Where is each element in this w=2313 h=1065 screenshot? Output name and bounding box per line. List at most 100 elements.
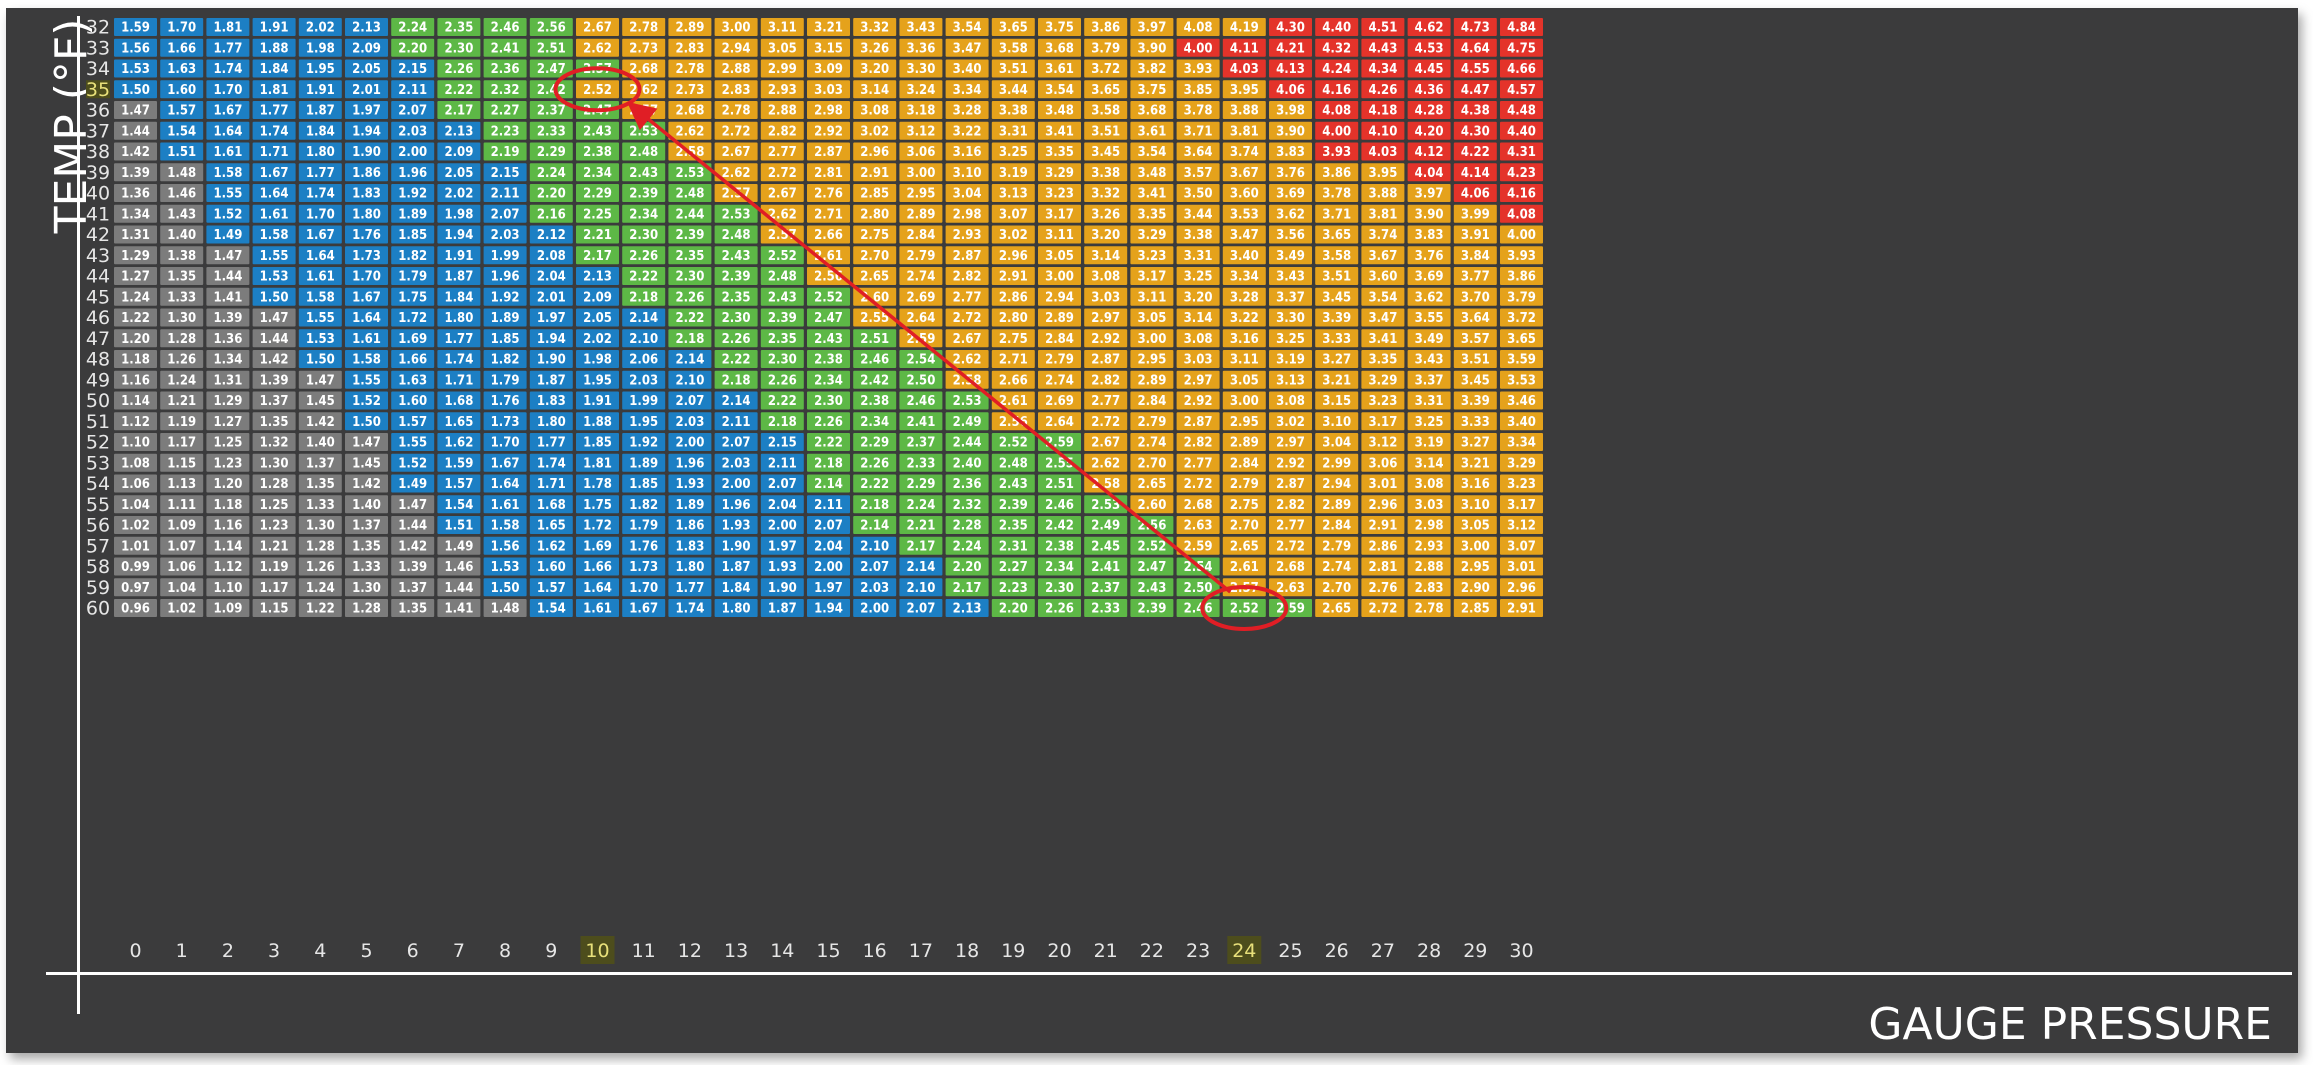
heatmap-cell <box>1500 184 1543 202</box>
cell-value-label: 1.37 <box>260 394 289 409</box>
cell-value-label: 3.90 <box>1415 207 1444 222</box>
cell-value-label: 1.58 <box>352 353 381 368</box>
heatmap-cell <box>899 308 943 327</box>
cell-value-label: 2.14 <box>675 353 704 368</box>
heatmap-cell <box>437 370 481 389</box>
cell-value-label: 2.56 <box>537 21 566 36</box>
cell-value-label: 2.21 <box>583 228 612 243</box>
temp-tick-label: 53 <box>86 452 110 474</box>
heatmap-cell <box>760 38 804 57</box>
heatmap-cell <box>1084 287 1128 306</box>
cell-value-label: 3.40 <box>1230 249 1259 264</box>
temp-tick-label: 32 <box>86 17 110 39</box>
cell-value-label: 2.26 <box>768 373 797 388</box>
heatmap-cell <box>298 350 342 368</box>
heatmap-cell <box>391 184 435 202</box>
heatmap-cell <box>991 142 1035 161</box>
heatmap-cell <box>391 412 435 431</box>
cell-value-label: 1.97 <box>537 311 566 326</box>
cell-value-label: 3.45 <box>1322 290 1351 305</box>
cell-value-label: 3.27 <box>1322 353 1351 368</box>
cell-value-label: 1.83 <box>537 394 566 409</box>
cell-value-label: 1.51 <box>167 145 196 160</box>
cell-value-label: 1.42 <box>352 477 381 492</box>
cell-value-label: 3.68 <box>1137 104 1166 119</box>
pressure-tick-label: 17 <box>909 940 933 962</box>
cell-value-label: 2.03 <box>629 373 658 388</box>
heatmap-cell <box>668 121 712 140</box>
heatmap-cell <box>1315 287 1359 306</box>
cell-value-label: 1.74 <box>444 353 473 368</box>
cell-value-label: 1.31 <box>121 228 150 243</box>
heatmap-cell <box>853 599 897 617</box>
heatmap-cell <box>391 370 435 389</box>
cell-value-label: 0.96 <box>121 602 150 617</box>
cell-value-label: 2.75 <box>860 228 889 243</box>
heatmap-cell <box>668 578 712 597</box>
heatmap-cell <box>807 557 850 576</box>
heatmap-cell <box>298 308 342 327</box>
heatmap-cell <box>529 412 573 431</box>
cell-value-label: 1.97 <box>768 539 797 554</box>
cell-value-label: 1.23 <box>213 456 242 471</box>
cell-value-label: 3.57 <box>1461 332 1490 347</box>
heatmap-cell <box>1407 142 1451 161</box>
heatmap-cell <box>576 225 619 244</box>
cell-value-label: 2.82 <box>953 270 982 285</box>
heatmap-cell <box>1500 495 1543 514</box>
cell-value-label: 2.88 <box>1415 560 1444 575</box>
cell-value-label: 1.40 <box>306 436 335 451</box>
heatmap-cell <box>252 204 296 223</box>
cell-value-label: 1.92 <box>398 187 427 202</box>
cell-value-label: 2.48 <box>675 187 704 202</box>
cell-value-label: 1.87 <box>306 104 335 119</box>
cell-value-label: 4.14 <box>1461 166 1490 181</box>
heatmap-cell <box>853 329 897 348</box>
heatmap-cell <box>114 225 157 244</box>
cell-value-label: 3.30 <box>906 62 935 77</box>
cell-value-label: 3.48 <box>1137 166 1166 181</box>
cell-value-label: 2.65 <box>1230 539 1259 554</box>
heatmap-cell <box>252 474 296 493</box>
cell-value-label: 2.86 <box>1368 539 1397 554</box>
cell-value-label: 2.33 <box>906 456 935 471</box>
cell-value-label: 1.99 <box>629 394 658 409</box>
cell-value-label: 2.29 <box>860 436 889 451</box>
heatmap-cell <box>483 578 527 597</box>
cell-value-label: 1.63 <box>398 373 427 388</box>
cell-value-label: 1.53 <box>260 270 289 285</box>
heatmap-cell <box>1407 516 1451 534</box>
heatmap-cell <box>576 412 619 431</box>
cell-value-label: 1.93 <box>768 560 797 575</box>
cell-value-label: 3.32 <box>860 21 889 36</box>
cell-value-label: 2.38 <box>860 394 889 409</box>
cell-value-label: 3.31 <box>999 124 1028 139</box>
cell-value-label: 2.15 <box>398 62 427 77</box>
heatmap-cell <box>1038 516 1081 534</box>
cell-value-label: 1.95 <box>629 415 658 430</box>
heatmap-cell <box>760 599 804 617</box>
heatmap-cell <box>1222 474 1266 493</box>
cell-value-label: 1.62 <box>537 539 566 554</box>
cell-value-label: 2.70 <box>1137 456 1166 471</box>
heatmap-cell <box>252 599 296 617</box>
cell-value-label: 1.73 <box>629 560 658 575</box>
heatmap-cell <box>1361 308 1405 327</box>
heatmap-cell <box>160 163 204 182</box>
cell-value-label: 2.83 <box>1415 581 1444 596</box>
cell-value-label: 2.74 <box>1322 560 1351 575</box>
heatmap-cell <box>1038 391 1081 410</box>
heatmap-cell <box>1500 474 1543 493</box>
heatmap-cell <box>1315 204 1359 223</box>
cell-value-label: 1.24 <box>306 581 335 596</box>
cell-value-label: 2.22 <box>722 353 751 368</box>
cell-value-label: 2.34 <box>814 373 843 388</box>
cell-value-label: 3.13 <box>1276 373 1305 388</box>
cell-value-label: 4.28 <box>1415 104 1444 119</box>
cell-value-label: 2.26 <box>1045 602 1074 617</box>
cell-value-label: 1.76 <box>491 394 520 409</box>
heatmap-cell <box>1453 287 1497 306</box>
heatmap-cell <box>483 38 527 57</box>
heatmap-cell <box>1130 142 1174 161</box>
cell-value-label: 2.52 <box>583 83 612 98</box>
